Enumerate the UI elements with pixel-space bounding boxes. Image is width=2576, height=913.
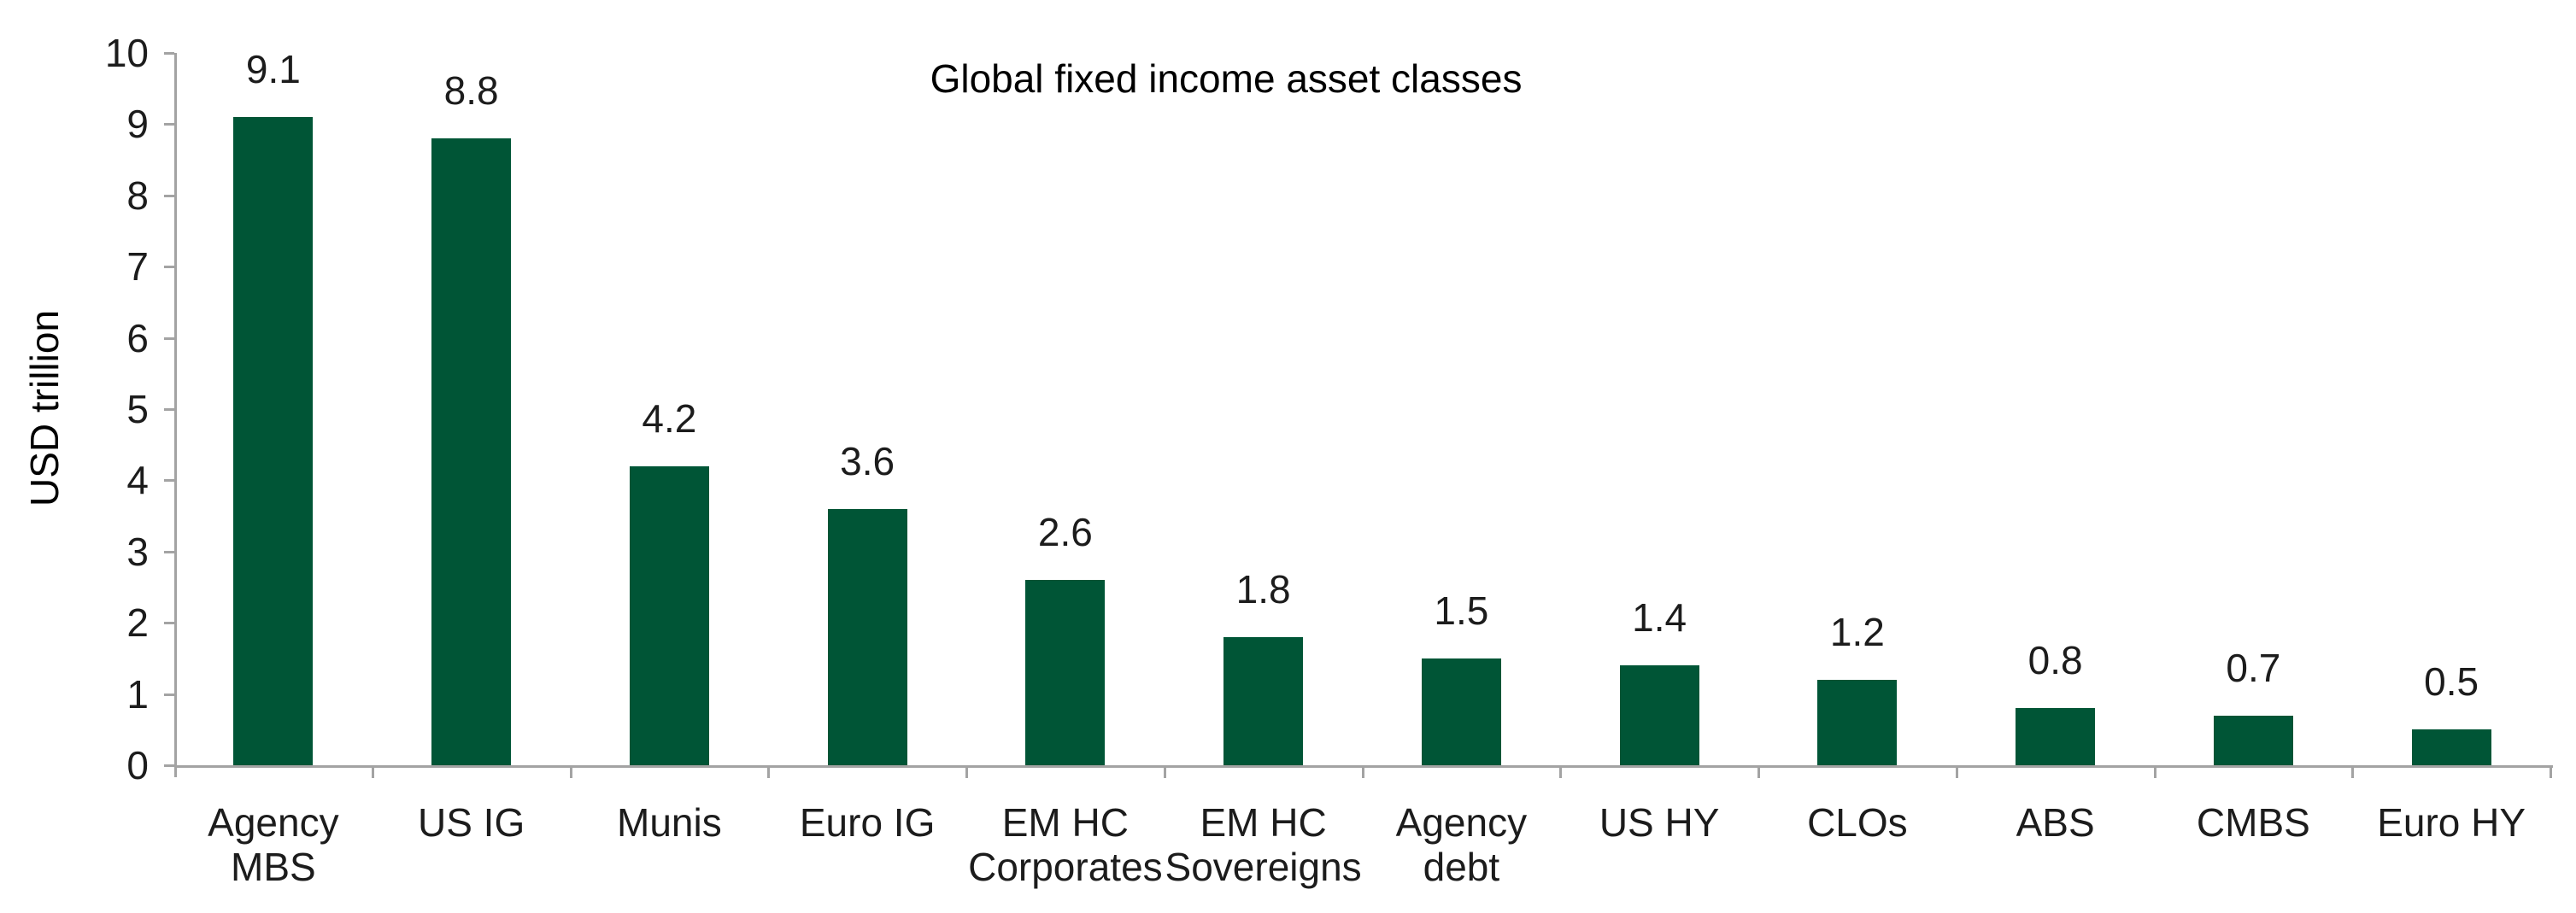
y-tick-label: 0 — [126, 743, 149, 787]
y-tick-mark — [164, 479, 174, 483]
bar-abs — [2016, 708, 2096, 765]
x-tick-mark — [1757, 768, 1760, 778]
y-tick-label: 6 — [126, 315, 149, 360]
x-tick-label-line: Corporates — [968, 845, 1163, 889]
x-tick-label-line: US HY — [1599, 800, 1720, 845]
bar-value-label-us-hy: 1.4 — [1632, 595, 1687, 640]
x-tick-label-agency-mbs: Agency MBS — [140, 800, 407, 889]
x-tick-mark — [1163, 768, 1166, 778]
y-tick-label: 8 — [126, 173, 149, 218]
x-tick-label-em-hc-sovereigns: EM HC Sovereigns — [1130, 800, 1397, 889]
x-tick-label-euro-ig: Euro IG — [734, 800, 1000, 845]
bar-clos — [1817, 680, 1898, 765]
y-tick-label: 7 — [126, 244, 149, 290]
bar-em-hc-corporates — [1025, 580, 1106, 765]
x-tick-label-em-hc-corporates: EM HC Corporates — [932, 800, 1199, 889]
bar-agency-mbs — [233, 117, 314, 765]
x-axis-line — [174, 765, 2553, 768]
y-tick-mark — [164, 52, 174, 55]
x-tick-label-line: MBS — [231, 845, 316, 889]
bar-value-label-em-hc-corporates: 2.6 — [1037, 510, 1093, 554]
x-tick-label-cmbs: CMBS — [2121, 800, 2387, 845]
x-tick-label-line: CMBS — [2196, 800, 2310, 845]
y-tick-label: 4 — [126, 458, 149, 503]
x-tick-label-line: EM HC — [1001, 800, 1129, 845]
y-tick-label: 5 — [126, 387, 149, 431]
y-tick-mark — [164, 764, 174, 767]
y-tick-mark — [164, 693, 174, 696]
bar-em-hc-sovereigns — [1223, 637, 1304, 765]
y-tick-mark — [164, 337, 174, 340]
bar-value-label-abs: 0.8 — [2027, 638, 2083, 682]
x-tick-label-line: Agency — [1395, 800, 1528, 845]
y-tick-mark — [164, 266, 174, 269]
x-tick-label-us-hy: US HY — [1526, 800, 1793, 845]
x-tick-label-line: Sovereigns — [1165, 845, 1362, 889]
y-tick-mark — [164, 550, 174, 553]
y-tick-mark — [164, 194, 174, 197]
x-tick-label-line: CLOs — [1807, 800, 1908, 845]
x-tick-label-line: debt — [1423, 845, 1500, 889]
bar-euro-hy — [2411, 729, 2491, 765]
bar-value-label-us-ig: 8.8 — [443, 68, 499, 113]
x-tick-label-line: Euro IG — [799, 800, 936, 845]
x-tick-label-line: Agency — [208, 800, 339, 845]
y-axis-line — [174, 53, 177, 777]
y-tick-mark — [164, 123, 174, 126]
x-tick-mark — [965, 768, 968, 778]
bar-cmbs — [2213, 716, 2293, 765]
bar-euro-ig — [827, 509, 907, 765]
x-tick-mark — [1955, 768, 1958, 778]
x-tick-label-line: ABS — [2016, 800, 2095, 845]
x-tick-mark — [2550, 768, 2552, 778]
x-tick-label-agency-debt: Agency debt — [1329, 800, 1595, 889]
bar-value-label-agency-debt: 1.5 — [1434, 588, 1489, 633]
x-tick-mark — [767, 768, 771, 778]
bar-value-label-cmbs: 0.7 — [2226, 646, 2281, 690]
y-tick-mark — [164, 408, 174, 411]
bar-value-label-munis: 4.2 — [642, 396, 697, 441]
x-tick-mark — [371, 768, 374, 778]
x-tick-label-line: US IG — [418, 800, 525, 845]
x-tick-mark — [1361, 768, 1364, 778]
bar-us-hy — [1619, 665, 1699, 765]
bar-value-label-agency-mbs: 9.1 — [245, 47, 301, 91]
x-tick-label-us-ig: US IG — [338, 800, 605, 845]
x-tick-label-clos: CLOs — [1724, 800, 1991, 845]
y-tick-label: 3 — [126, 529, 149, 574]
bar-us-ig — [431, 138, 512, 765]
x-tick-mark — [2153, 768, 2156, 778]
x-tick-mark — [2351, 768, 2355, 778]
x-tick-label-euro-hy: Euro HY — [2318, 800, 2576, 845]
bar-agency-debt — [1421, 658, 1501, 765]
x-tick-label-line: Munis — [617, 800, 722, 845]
bar-munis — [629, 466, 709, 765]
x-tick-label-abs: ABS — [1922, 800, 2189, 845]
y-tick-label: 1 — [126, 671, 149, 717]
chart-title: Global fixed income asset classes — [930, 56, 1523, 101]
bar-value-label-euro-ig: 3.6 — [840, 439, 895, 483]
y-tick-label: 2 — [126, 600, 149, 646]
bar-value-label-euro-hy: 0.5 — [2424, 659, 2479, 704]
y-tick-label: 9 — [126, 102, 149, 147]
x-tick-label-munis: Munis — [537, 800, 803, 845]
bar-value-label-em-hc-sovereigns: 1.8 — [1235, 567, 1291, 612]
x-tick-mark — [1559, 768, 1563, 778]
x-tick-label-line: EM HC — [1200, 800, 1327, 845]
y-tick-mark — [164, 622, 174, 625]
x-tick-mark — [569, 768, 572, 778]
bar-value-label-clos: 1.2 — [1829, 610, 1885, 654]
x-tick-label-line: Euro HY — [2377, 800, 2526, 845]
y-tick-label: 10 — [104, 31, 149, 75]
